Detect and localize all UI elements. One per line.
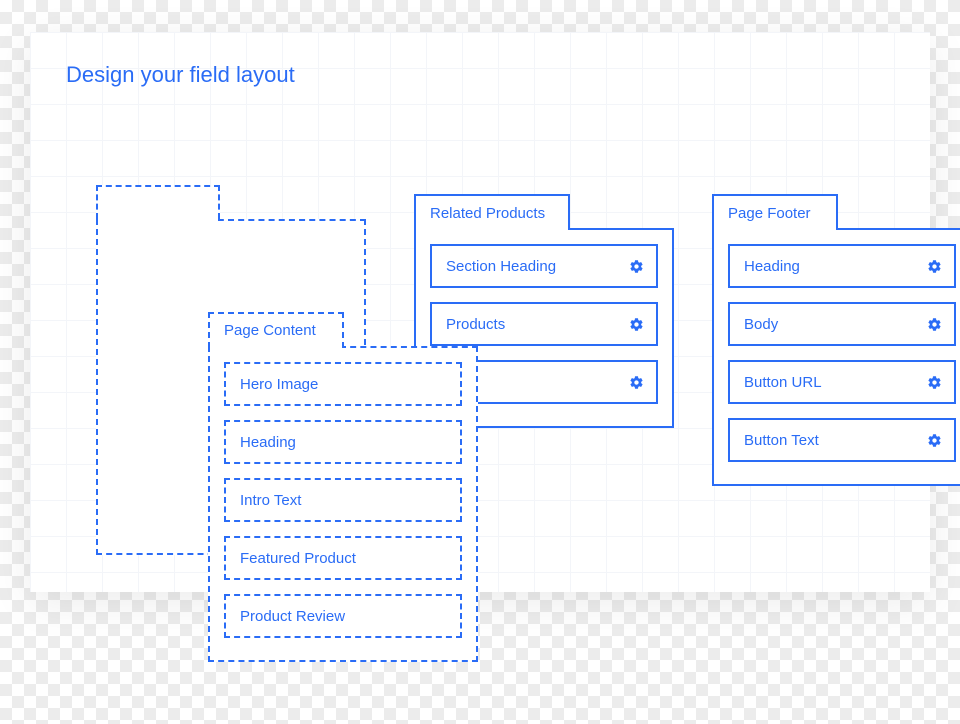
field-label: Heading: [240, 434, 448, 451]
field-label: Product Review: [240, 608, 448, 625]
field-label: Heading: [744, 258, 927, 275]
field-intro-text[interactable]: Intro Text: [224, 478, 462, 522]
field-products[interactable]: Products: [430, 302, 658, 346]
field-label: Hero Image: [240, 376, 448, 393]
field-label: Intro Text: [240, 492, 448, 509]
field-body[interactable]: Body: [728, 302, 956, 346]
gear-icon[interactable]: [629, 259, 644, 274]
gear-icon[interactable]: [927, 259, 942, 274]
panel-tab[interactable]: Page Content: [208, 312, 344, 348]
field-heading[interactable]: Heading: [224, 420, 462, 464]
field-section-heading[interactable]: Section Heading: [430, 244, 658, 288]
gear-icon[interactable]: [927, 317, 942, 332]
page-title: Design your field layout: [66, 62, 295, 88]
field-product-review[interactable]: Product Review: [224, 594, 462, 638]
field-label: Button Text: [744, 432, 927, 449]
gear-icon[interactable]: [927, 375, 942, 390]
field-label: Button URL: [744, 374, 927, 391]
gear-icon[interactable]: [629, 375, 644, 390]
panel-tab-label: Page Footer: [728, 205, 811, 222]
field-label: Featured Product: [240, 550, 448, 567]
gear-icon[interactable]: [927, 433, 942, 448]
field-label: Section Heading: [446, 258, 629, 275]
field-hero-image[interactable]: Hero Image: [224, 362, 462, 406]
field-heading[interactable]: Heading: [728, 244, 956, 288]
panel-body[interactable]: Heading Body Button URL Button Text: [712, 228, 960, 486]
design-canvas: Design your field layout Related Product…: [30, 32, 930, 592]
field-button-text[interactable]: Button Text: [728, 418, 956, 462]
panel-tab[interactable]: Page Footer: [712, 194, 838, 230]
field-button-url[interactable]: Button URL: [728, 360, 956, 404]
panel-tab-label: Related Products: [430, 205, 545, 222]
panel-tab[interactable]: Related Products: [414, 194, 570, 230]
panel-tab-label: Page Content: [224, 322, 316, 339]
field-label: Body: [744, 316, 927, 333]
field-label: Products: [446, 316, 629, 333]
gear-icon[interactable]: [629, 317, 644, 332]
field-featured-product[interactable]: Featured Product: [224, 536, 462, 580]
panel-body[interactable]: Hero Image Heading Intro Text Featured P…: [208, 346, 478, 662]
